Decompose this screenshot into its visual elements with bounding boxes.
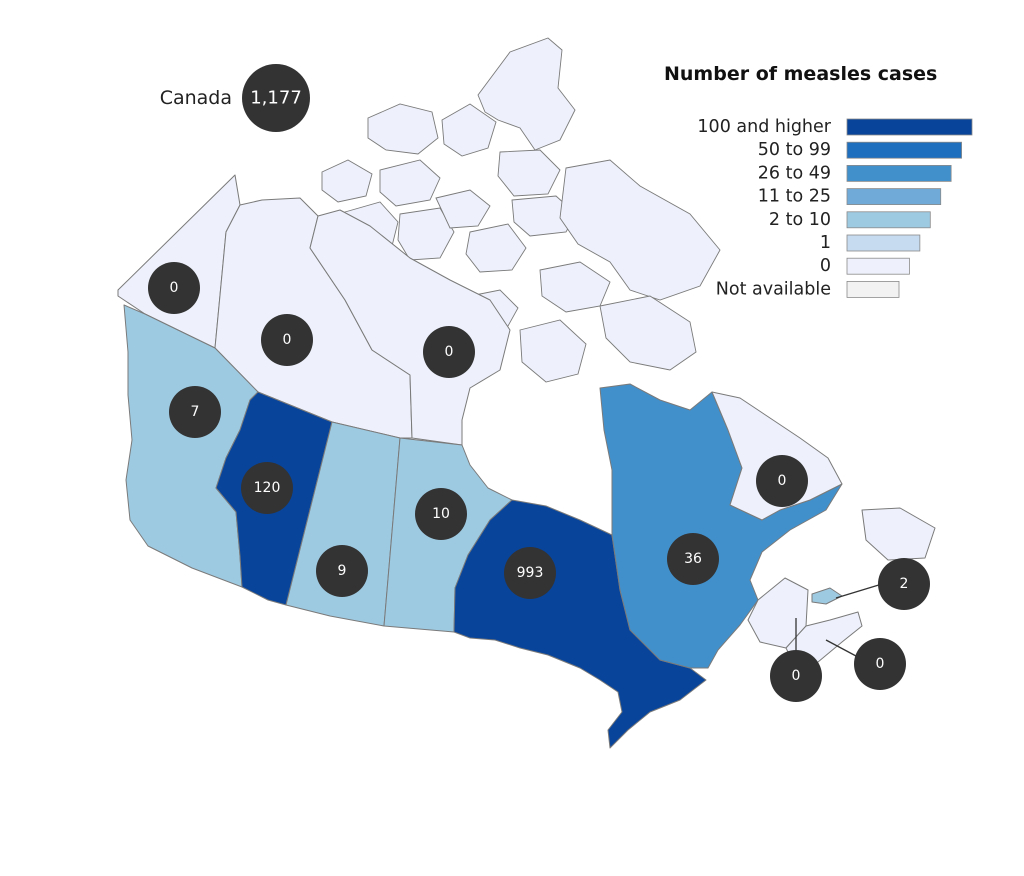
count-bubble-bc: 7 bbox=[169, 386, 221, 438]
legend-label: 2 to 10 bbox=[769, 210, 831, 230]
count-bubble-mb: 10 bbox=[415, 488, 467, 540]
bubble-circle bbox=[415, 488, 467, 540]
legend-item: 11 to 25 bbox=[758, 187, 942, 207]
legend-swatch bbox=[846, 257, 910, 275]
bubble-circle bbox=[148, 262, 200, 314]
bubble-circle bbox=[756, 455, 808, 507]
bubble-circle bbox=[878, 558, 930, 610]
legend-swatch bbox=[846, 234, 921, 252]
national-label: Canada bbox=[160, 87, 232, 109]
count-label-ns: 0 bbox=[876, 656, 885, 672]
count-bubble-nb: 0 bbox=[770, 650, 822, 702]
legend-label: 50 to 99 bbox=[758, 140, 831, 160]
bubble-circle bbox=[423, 326, 475, 378]
count-bubble-nl: 0 bbox=[756, 455, 808, 507]
count-label-pe: 2 bbox=[900, 576, 909, 592]
count-label-nu: 0 bbox=[445, 344, 454, 360]
region-newfoundland-and-labrador[interactable] bbox=[711, 391, 936, 561]
count-label-qc: 36 bbox=[684, 551, 702, 567]
count-bubble-yt: 0 bbox=[148, 262, 200, 314]
legend-swatch bbox=[846, 188, 942, 206]
legend-swatch bbox=[846, 211, 931, 229]
national-count-bubble bbox=[242, 64, 310, 132]
count-label-nt: 0 bbox=[283, 332, 292, 348]
legend-label: 1 bbox=[820, 233, 831, 253]
legend-item: 26 to 49 bbox=[758, 163, 952, 183]
provinces bbox=[117, 174, 936, 749]
region-nunavut[interactable] bbox=[309, 209, 511, 446]
count-label-ab: 120 bbox=[254, 480, 281, 496]
legend-item: 2 to 10 bbox=[769, 210, 931, 230]
bubble-circle bbox=[316, 545, 368, 597]
legend-item: Not available bbox=[716, 279, 900, 299]
legend-item: 1 bbox=[820, 233, 921, 253]
legend-item: 100 and higher bbox=[697, 117, 973, 137]
legend-swatch bbox=[846, 118, 973, 136]
count-label-sk: 9 bbox=[338, 563, 347, 579]
national-total: Canada 1,177 bbox=[160, 64, 310, 132]
bubble-circle bbox=[770, 650, 822, 702]
legend: Number of measles cases 100 and higher 50… bbox=[664, 63, 973, 299]
count-bubble-nt: 0 bbox=[261, 314, 313, 366]
count-label-mb: 10 bbox=[432, 506, 450, 522]
national-count: 1,177 bbox=[250, 88, 302, 109]
count-label-nb: 0 bbox=[792, 668, 801, 684]
legend-title: Number of measles cases bbox=[664, 63, 937, 85]
bubble-circle bbox=[854, 638, 906, 690]
bubble-circle bbox=[261, 314, 313, 366]
count-bubble-sk: 9 bbox=[316, 545, 368, 597]
count-bubble-qc: 36 bbox=[667, 533, 719, 585]
count-bubble-nu: 0 bbox=[423, 326, 475, 378]
legend-label: 11 to 25 bbox=[758, 187, 831, 207]
legend-item: 0 bbox=[820, 256, 910, 276]
bubble-circle bbox=[241, 462, 293, 514]
legend-item: 50 to 99 bbox=[758, 140, 962, 160]
legend-swatch bbox=[846, 164, 952, 182]
count-bubble-on: 993 bbox=[504, 547, 556, 599]
legend-label: 26 to 49 bbox=[758, 163, 831, 183]
count-label-bc: 7 bbox=[191, 404, 200, 420]
bubble-circle bbox=[169, 386, 221, 438]
count-label-yt: 0 bbox=[170, 280, 179, 296]
legend-label: Not available bbox=[716, 279, 831, 299]
count-bubble-ab: 120 bbox=[241, 462, 293, 514]
legend-swatch bbox=[846, 280, 900, 298]
bubble-circle bbox=[504, 547, 556, 599]
bubble-circle bbox=[667, 533, 719, 585]
region-prince-edward-island[interactable] bbox=[811, 587, 843, 605]
count-bubble-ns: 0 bbox=[854, 638, 906, 690]
region-saskatchewan[interactable] bbox=[285, 421, 401, 627]
count-bubble-pe: 2 bbox=[878, 558, 930, 610]
legend-label: 0 bbox=[820, 256, 831, 276]
count-bubbles: 0 0 0 7 120 9 10 993 36 0 2 0 0 bbox=[148, 262, 930, 702]
legend-label: 100 and higher bbox=[697, 117, 831, 137]
count-label-nl: 0 bbox=[778, 473, 787, 489]
count-label-on: 993 bbox=[517, 565, 544, 581]
legend-swatch bbox=[846, 141, 962, 159]
arctic-islands bbox=[321, 37, 721, 383]
